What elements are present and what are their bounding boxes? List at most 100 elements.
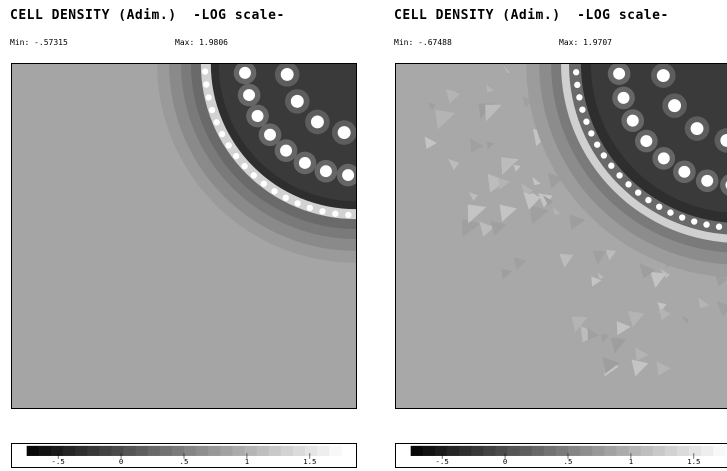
bright-blob bbox=[572, 69, 580, 76]
noise-patch bbox=[501, 268, 513, 280]
noise-patch bbox=[681, 315, 690, 324]
colorbar-tick-label: -.5 bbox=[51, 457, 64, 466]
noise-patch bbox=[486, 141, 495, 150]
bright-blob bbox=[319, 165, 332, 178]
panel-right: CELL DENSITY (Adim.) -LOG scale- Min: -.… bbox=[384, 0, 727, 471]
bright-blob bbox=[576, 94, 583, 101]
noise-patch bbox=[542, 195, 553, 206]
noise-patch bbox=[427, 103, 436, 111]
noise-patch bbox=[716, 300, 727, 317]
colorbar-swatch bbox=[317, 445, 330, 456]
bright-blob bbox=[208, 106, 216, 114]
panel-title: CELL DENSITY (Adim.) -LOG scale- bbox=[10, 8, 285, 23]
colorbar-swatch bbox=[256, 445, 270, 456]
noise-patch bbox=[538, 193, 553, 208]
colorbar-swatch bbox=[713, 445, 726, 456]
noise-patch bbox=[611, 337, 627, 354]
colorbar-swatch bbox=[75, 445, 88, 456]
bright-blob bbox=[280, 144, 293, 157]
bright-blob bbox=[337, 126, 351, 140]
bright-blob bbox=[574, 81, 581, 89]
bright-blob bbox=[290, 94, 304, 108]
bright-blob bbox=[678, 214, 686, 221]
noise-patch bbox=[658, 307, 671, 321]
noise-patch bbox=[462, 218, 481, 238]
noise-patch bbox=[467, 204, 487, 224]
bright-blob bbox=[668, 99, 682, 113]
bright-blob bbox=[678, 165, 691, 178]
noise-patch bbox=[592, 250, 607, 265]
bright-blob bbox=[294, 200, 301, 207]
bright-ring-middle bbox=[233, 64, 356, 187]
glow-blob bbox=[720, 174, 727, 196]
bright-blob bbox=[319, 208, 326, 215]
noise-patch bbox=[487, 173, 507, 193]
bright-blob bbox=[282, 194, 289, 202]
bright-blob bbox=[345, 211, 352, 219]
bright-blob bbox=[691, 218, 698, 225]
noise-patch bbox=[635, 347, 649, 361]
colorbar-swatch bbox=[410, 445, 424, 456]
noise-patch bbox=[498, 178, 511, 190]
colorbar-swatch bbox=[244, 445, 258, 456]
noise-patch bbox=[656, 361, 671, 376]
colorbar-tick-label: .5 bbox=[180, 457, 189, 466]
noise-patch bbox=[650, 271, 667, 288]
noise-patch bbox=[559, 253, 574, 268]
colorbar-swatch bbox=[292, 445, 306, 456]
colorbar-swatch bbox=[701, 445, 714, 456]
panel-title: CELL DENSITY (Adim.) -LOG scale- bbox=[394, 8, 669, 23]
bright-blob bbox=[203, 81, 210, 88]
colorbar-tick-label: 1 bbox=[245, 457, 249, 466]
noise-patch bbox=[485, 104, 502, 122]
bright-blob bbox=[225, 142, 232, 149]
noise-patch bbox=[479, 221, 495, 237]
colorbar-swatch bbox=[422, 445, 436, 456]
noise-patch bbox=[529, 204, 549, 225]
bright-blob bbox=[264, 128, 276, 141]
bright-blob bbox=[701, 174, 714, 187]
colorbar-swatch bbox=[26, 445, 40, 456]
noise-patch bbox=[469, 138, 484, 153]
bright-blob bbox=[640, 135, 653, 148]
noise-patch bbox=[569, 214, 586, 230]
noise-patch bbox=[486, 84, 495, 93]
colorbar-swatch bbox=[531, 445, 545, 456]
colorbar-swatch bbox=[123, 445, 137, 456]
bright-ring-outer bbox=[201, 68, 352, 219]
noise-patch bbox=[587, 328, 600, 340]
bright-blob bbox=[579, 106, 586, 113]
colorbar-swatch bbox=[38, 445, 52, 456]
colorbar-swatch bbox=[305, 445, 318, 456]
noise-patches bbox=[424, 65, 727, 377]
colorbar-swatch bbox=[171, 445, 185, 456]
noise-patch bbox=[521, 183, 534, 196]
colorbar-swatch bbox=[459, 445, 472, 456]
colorbar-swatch bbox=[507, 445, 521, 456]
colorbar-swatch bbox=[676, 445, 690, 456]
colorbar-tick-label: 0 bbox=[119, 457, 123, 466]
colorbar-swatch bbox=[664, 445, 678, 456]
noise-patch bbox=[657, 302, 667, 312]
colorbar-swatches bbox=[26, 445, 342, 456]
bright-blob bbox=[657, 152, 670, 165]
density-plot bbox=[395, 63, 727, 409]
bright-blob bbox=[342, 169, 355, 182]
max-label: Max: 1.9806 bbox=[175, 38, 228, 47]
noise-patch bbox=[447, 158, 460, 171]
bright-blob bbox=[634, 189, 642, 196]
bright-blob bbox=[656, 203, 663, 210]
max-label: Max: 1.9707 bbox=[559, 38, 612, 47]
bright-blob bbox=[250, 172, 257, 179]
colorbar-swatch bbox=[62, 445, 76, 456]
colorbar-swatch bbox=[471, 445, 484, 456]
noise-patch bbox=[502, 65, 511, 74]
bright-blob bbox=[720, 133, 727, 147]
bright-blob bbox=[600, 152, 608, 159]
colorbar-swatch bbox=[111, 445, 124, 456]
colorbar-ticks: -.5 0 .5 1 1.5 bbox=[435, 453, 701, 466]
bright-blob bbox=[332, 210, 339, 217]
panel-left: CELL DENSITY (Adim.) -LOG scale- Min: -.… bbox=[10, 8, 357, 468]
noise-patch bbox=[435, 109, 455, 130]
colorbar-swatch bbox=[50, 445, 64, 456]
